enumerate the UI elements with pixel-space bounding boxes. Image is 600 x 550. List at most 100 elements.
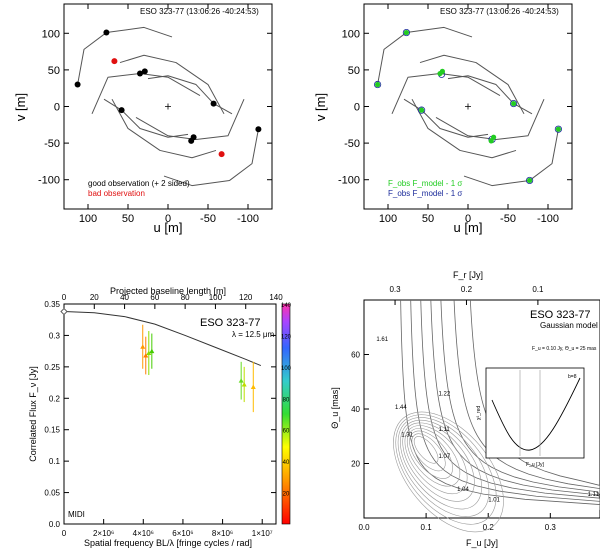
observed-flux-point (555, 126, 562, 132)
top-axis-label: F_r [Jy] (453, 270, 483, 280)
flux-data-point (250, 384, 256, 389)
good-observation-point (103, 29, 110, 36)
uv-plot-obs-model: ESO 323-77 (13:06:26 -40:24:53) 100 50 0 -5… (313, 3, 573, 235)
colorbar-tick-label: 80 (283, 397, 290, 403)
observed-flux-point (488, 138, 494, 144)
contour-label: 1.31 (401, 432, 413, 438)
observed-flux-point (491, 134, 497, 140)
correlated-flux-plot: Projected baseline length [m] ESO 323-77… (28, 286, 292, 548)
contour-label: 1.01 (488, 498, 500, 504)
y-axis-label: v [m] (313, 93, 328, 121)
total-flux-marker (60, 307, 68, 316)
origin-cross (465, 103, 471, 110)
observed-flux-point (419, 107, 425, 113)
good-observation-point (141, 68, 148, 75)
legend-obs: F_obs F_model - 1 σ (388, 179, 462, 188)
x-tick-label: 50 (122, 213, 134, 225)
x-tick-label: -100 (537, 213, 559, 225)
model-flux-point (373, 80, 382, 89)
y-tick-label: 0.05 (44, 489, 60, 498)
x-axis-label: u [m] (154, 220, 183, 235)
x-axis-label: Spatial frequency BL/λ [fringe cycles / … (84, 538, 252, 548)
y-tick-label: 20 (351, 460, 360, 469)
contour-label: 1.04 (457, 487, 469, 493)
model-flux-point (417, 106, 426, 114)
top-x-tick-label: 0 (62, 293, 67, 302)
contour-label: 1.11 (439, 427, 451, 433)
y-axis-label: v [m] (13, 93, 28, 121)
inset-frame (485, 367, 585, 459)
x-tick-label: 50 (422, 213, 434, 225)
flux-data-point (146, 350, 152, 356)
y-tick-label: 0.25 (44, 363, 60, 372)
uv-track (147, 75, 233, 115)
flux-plot-title: ESO 323-77 (200, 317, 261, 329)
uv-plot-title: ESO 323-77 (13:06:26 -40:24:53) (440, 7, 559, 16)
colorbar-tick-label: 100 (281, 366, 292, 372)
observed-flux-point (439, 68, 445, 74)
legend-good: good observation (+ 2 sided) (88, 179, 190, 188)
x-tick-label: 0.0 (358, 523, 370, 532)
origin-cross (165, 103, 171, 110)
inset-note: b=8 (568, 374, 577, 380)
uv-track (119, 54, 225, 115)
chi2-closed-contour (406, 428, 461, 487)
contour-label: 1.11 (588, 492, 600, 498)
flux-data-point (238, 378, 244, 383)
uv-track (435, 98, 545, 140)
good-observation-point (137, 70, 143, 77)
inset-x-label: F_u [Jy] (526, 462, 544, 468)
chi2-contour-line (410, 299, 600, 507)
good-observation-point (210, 100, 217, 107)
good-observation-point (255, 126, 262, 133)
contour-label: 1.07 (439, 454, 451, 460)
legend-bad: bad observation (88, 189, 145, 198)
top-x-tick-label: 0.1 (532, 285, 544, 294)
y-tick-label: 60 (351, 351, 360, 360)
chi2-contour-line (453, 299, 600, 494)
observed-flux-point (375, 81, 381, 88)
x-tick-label: 8×10⁶ (212, 529, 233, 538)
chi2-closed-contour (411, 433, 446, 472)
chi2-closed-contour (413, 436, 439, 464)
colorbar-tick-label: 40 (283, 460, 290, 466)
flux-plot-frame (63, 303, 277, 525)
top-x-tick-label: 60 (150, 293, 159, 302)
contour-plot-subtitle: Gaussian model (540, 321, 598, 330)
x-axis-label: u [m] (454, 220, 483, 235)
x-axis-label: F_u [Jy] (466, 538, 498, 548)
chi2-contour-line (420, 299, 600, 504)
uv-plot-good-bad: ESO 323-77 (13:06:26 -40:24:53) 100 50 0 -5… (13, 3, 273, 235)
chi2-contour-line (469, 299, 600, 491)
chi2-contour-line (440, 299, 600, 497)
uv-track (447, 75, 533, 115)
model-flux-point (402, 28, 410, 37)
x-tick-label: 1×10⁷ (252, 529, 273, 538)
model-flux-point (525, 176, 534, 185)
y-axis-label: Θ_u [mas] (330, 387, 340, 429)
y-tick-label: 0 (54, 102, 60, 114)
y-tick-label: 0.1 (49, 457, 61, 466)
y-tick-label: 0.2 (49, 394, 61, 403)
flux-plot-subtitle: λ = 12.5 μm (232, 330, 275, 339)
y-tick-label: 0 (354, 102, 360, 114)
y-axis-label: Correlated Flux F_ν [Jy] (28, 366, 38, 462)
y-tick-label: 0.15 (44, 426, 60, 435)
observed-flux-point (403, 29, 409, 36)
flux-footnote: MIDI (68, 510, 85, 519)
uv-track (135, 98, 245, 140)
contour-label: 1.44 (395, 405, 407, 411)
flux-data-point (241, 381, 247, 387)
bad-observation-point (218, 151, 225, 158)
x-tick-label: 0.3 (545, 523, 557, 532)
top-x-tick-label: 40 (120, 293, 129, 302)
uv-track (391, 73, 501, 115)
y-tick-label: 50 (48, 65, 60, 77)
x-tick-label: 2×10⁶ (93, 529, 114, 538)
inset-chi2-curve (491, 377, 581, 451)
legend-model: F_obs F_model - 1 σ (388, 189, 462, 198)
contour-label: 1.61 (376, 337, 388, 343)
contour-annotation: F_u = 0.10 Jy, Θ_u = 25 mas (532, 346, 597, 352)
observed-flux-point (510, 100, 517, 107)
inset-y-label: χ²_red (476, 406, 482, 421)
